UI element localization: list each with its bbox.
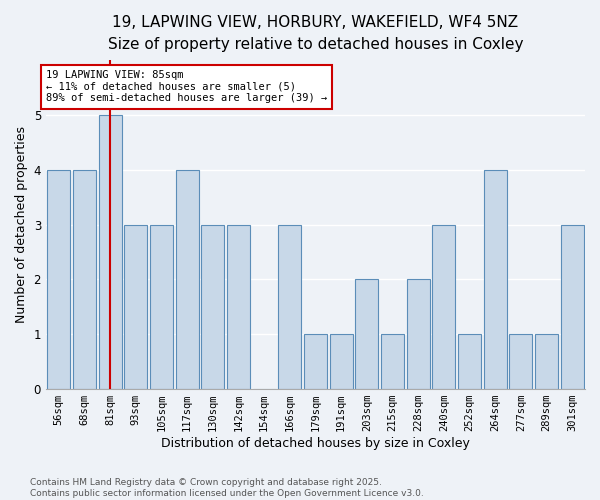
Bar (150, 224, 173, 389)
Bar (73, 170, 96, 389)
Bar (124, 224, 148, 389)
Bar (278, 224, 301, 389)
Bar (432, 224, 455, 389)
Bar (47, 170, 70, 389)
Bar (484, 170, 507, 389)
Bar (304, 334, 327, 389)
Bar (355, 280, 379, 389)
Bar (98, 115, 122, 389)
Bar (381, 334, 404, 389)
Text: 19 LAPWING VIEW: 85sqm
← 11% of detached houses are smaller (5)
89% of semi-deta: 19 LAPWING VIEW: 85sqm ← 11% of detached… (46, 70, 327, 103)
Bar (176, 170, 199, 389)
Bar (227, 224, 250, 389)
Bar (560, 224, 584, 389)
Bar (509, 334, 532, 389)
Y-axis label: Number of detached properties: Number of detached properties (15, 126, 28, 323)
Bar (458, 334, 481, 389)
Bar (201, 224, 224, 389)
Title: 19, LAPWING VIEW, HORBURY, WAKEFIELD, WF4 5NZ
Size of property relative to detac: 19, LAPWING VIEW, HORBURY, WAKEFIELD, WF… (108, 15, 523, 52)
X-axis label: Distribution of detached houses by size in Coxley: Distribution of detached houses by size … (161, 437, 470, 450)
Text: Contains HM Land Registry data © Crown copyright and database right 2025.
Contai: Contains HM Land Registry data © Crown c… (30, 478, 424, 498)
Bar (329, 334, 353, 389)
Bar (535, 334, 558, 389)
Bar (407, 280, 430, 389)
